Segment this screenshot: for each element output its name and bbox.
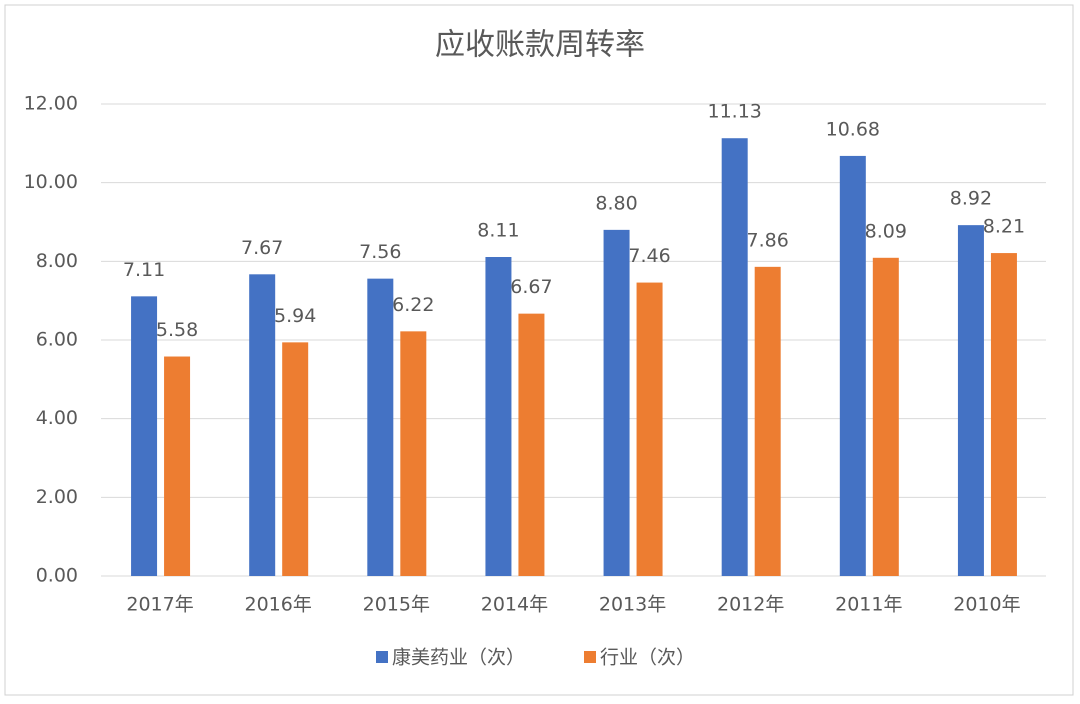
- bar: [164, 356, 191, 576]
- y-tick-label: 10.00: [24, 171, 78, 193]
- data-label: 8.80: [595, 192, 637, 214]
- data-label: 8.92: [950, 188, 992, 210]
- bar: [636, 282, 663, 576]
- x-tick-label: 2013年: [599, 594, 666, 616]
- bar: [131, 296, 158, 576]
- data-label: 7.86: [747, 229, 789, 251]
- y-tick-label: 4.00: [36, 407, 78, 429]
- bar: [839, 155, 866, 577]
- x-tick-label: 2014年: [481, 594, 548, 616]
- y-tick-label: 12.00: [24, 93, 78, 115]
- data-label: 6.67: [510, 276, 552, 298]
- data-label: 5.58: [156, 319, 198, 341]
- x-tick-label: 2016年: [245, 594, 312, 616]
- y-tick-label: 0.00: [36, 565, 78, 587]
- y-tick-label: 8.00: [36, 250, 78, 272]
- bar: [367, 278, 394, 576]
- data-label: 7.56: [359, 241, 401, 263]
- data-label: 7.67: [241, 237, 283, 259]
- bar: [872, 257, 899, 576]
- x-tick-label: 2012年: [717, 594, 784, 616]
- data-label: 11.13: [707, 101, 761, 123]
- legend-label: 行业（次）: [600, 647, 695, 669]
- bar: [957, 225, 984, 576]
- bar: [282, 342, 309, 576]
- data-label: 10.68: [826, 118, 880, 140]
- data-label: 8.11: [477, 220, 519, 242]
- bar: [603, 229, 630, 576]
- data-label: 7.11: [123, 259, 165, 281]
- legend-swatch: [584, 651, 596, 663]
- bar: [990, 253, 1017, 576]
- x-tick-label: 2015年: [363, 594, 430, 616]
- data-label: 8.09: [865, 220, 907, 242]
- chart-title: 应收账款周转率: [435, 28, 645, 63]
- x-tick-label: 2017年: [126, 594, 193, 616]
- data-label: 7.46: [628, 245, 670, 267]
- legend-label: 康美药业（次）: [392, 647, 525, 669]
- bar: [485, 257, 512, 576]
- y-tick-label: 2.00: [36, 486, 78, 508]
- y-tick-label: 6.00: [36, 329, 78, 351]
- data-label: 5.94: [274, 305, 316, 327]
- data-label: 8.21: [983, 216, 1025, 238]
- bar: [400, 331, 427, 576]
- x-tick-label: 2011年: [835, 594, 902, 616]
- bar: [518, 313, 545, 576]
- data-label: 6.22: [392, 294, 434, 316]
- legend-swatch: [376, 651, 388, 663]
- x-tick-label: 2010年: [953, 594, 1020, 616]
- bar: [721, 138, 748, 576]
- bar: [754, 266, 781, 576]
- bar: [249, 274, 276, 576]
